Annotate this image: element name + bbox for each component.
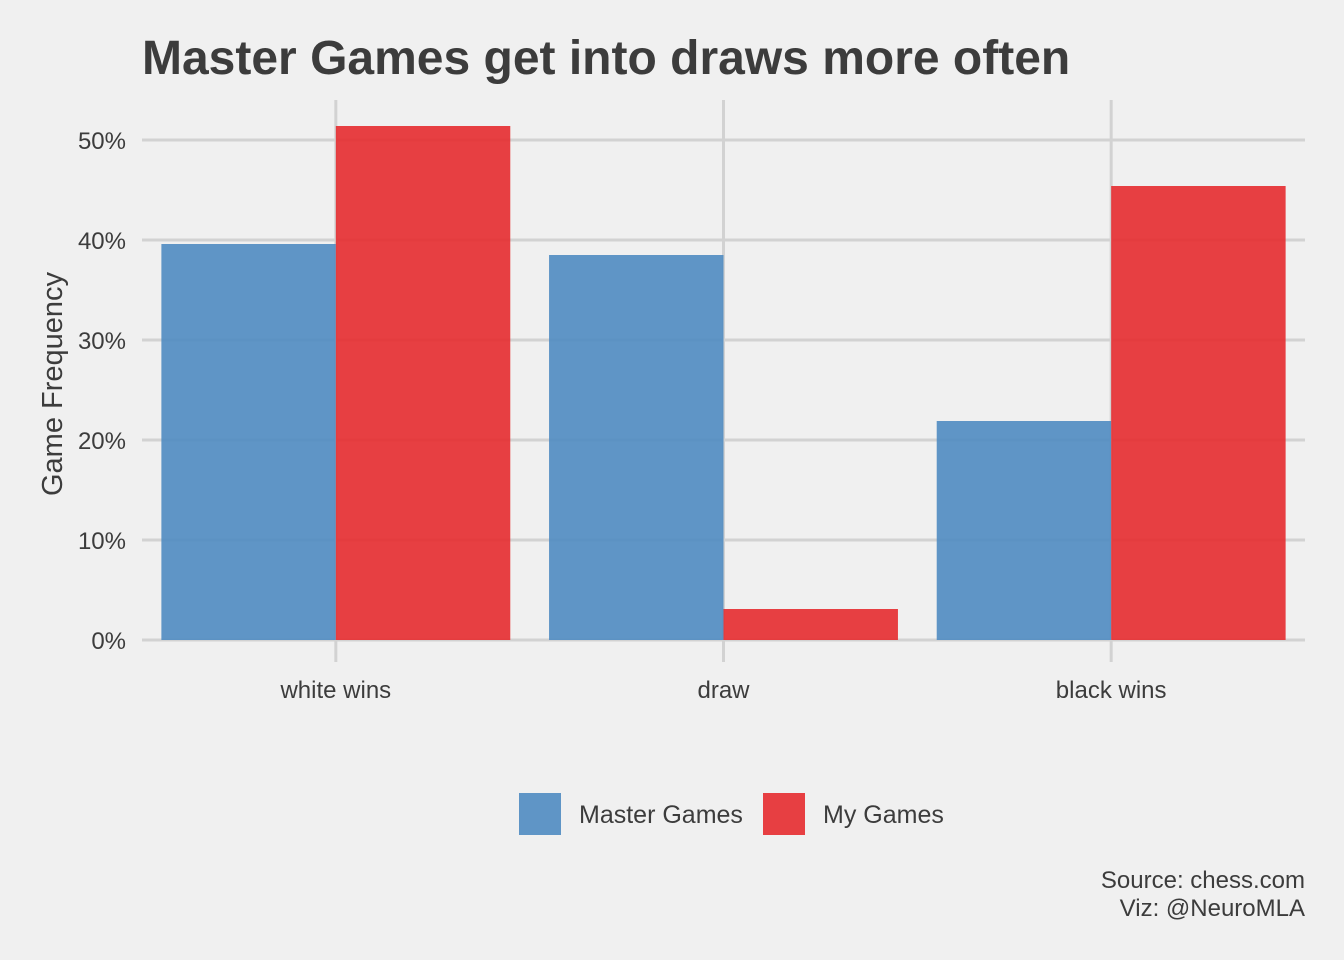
x-tick-label: black wins — [1056, 677, 1167, 704]
legend-label-master-games: Master Games — [579, 801, 743, 829]
bar-my-games-black-wins — [1111, 186, 1286, 640]
bar-master-games-black-wins — [936, 421, 1112, 640]
caption-source: Source: chess.com — [1101, 867, 1305, 894]
y-axis-ticks: 0% 10% 20% 30% 40% 50% — [78, 128, 126, 655]
bar-my-games-white-wins — [335, 126, 511, 640]
caption-viz: Viz: @NeuroMLA — [1120, 895, 1305, 922]
bar-master-games-draw — [549, 255, 724, 640]
y-tick-label: 0% — [91, 628, 126, 655]
y-tick-label: 20% — [78, 428, 126, 455]
x-tick-label: white wins — [279, 677, 391, 704]
bar-my-games-draw — [723, 609, 898, 640]
chart-title: Master Games get into draws more often — [142, 32, 1070, 85]
bar-master-games-white-wins — [161, 244, 336, 640]
legend-swatch-master-games — [519, 793, 561, 835]
y-tick-label: 40% — [78, 228, 126, 255]
x-axis-ticks: white wins draw black wins — [279, 677, 1166, 704]
y-tick-label: 10% — [78, 528, 126, 555]
legend-swatch-my-games — [763, 793, 805, 835]
legend: Master Games My Games — [519, 793, 944, 835]
y-axis-title: Game Frequency — [37, 271, 69, 496]
y-tick-label: 50% — [78, 128, 126, 155]
bars — [161, 126, 1286, 640]
legend-label-my-games: My Games — [823, 801, 944, 829]
y-tick-label: 30% — [78, 328, 126, 355]
x-tick-label: draw — [697, 677, 750, 704]
